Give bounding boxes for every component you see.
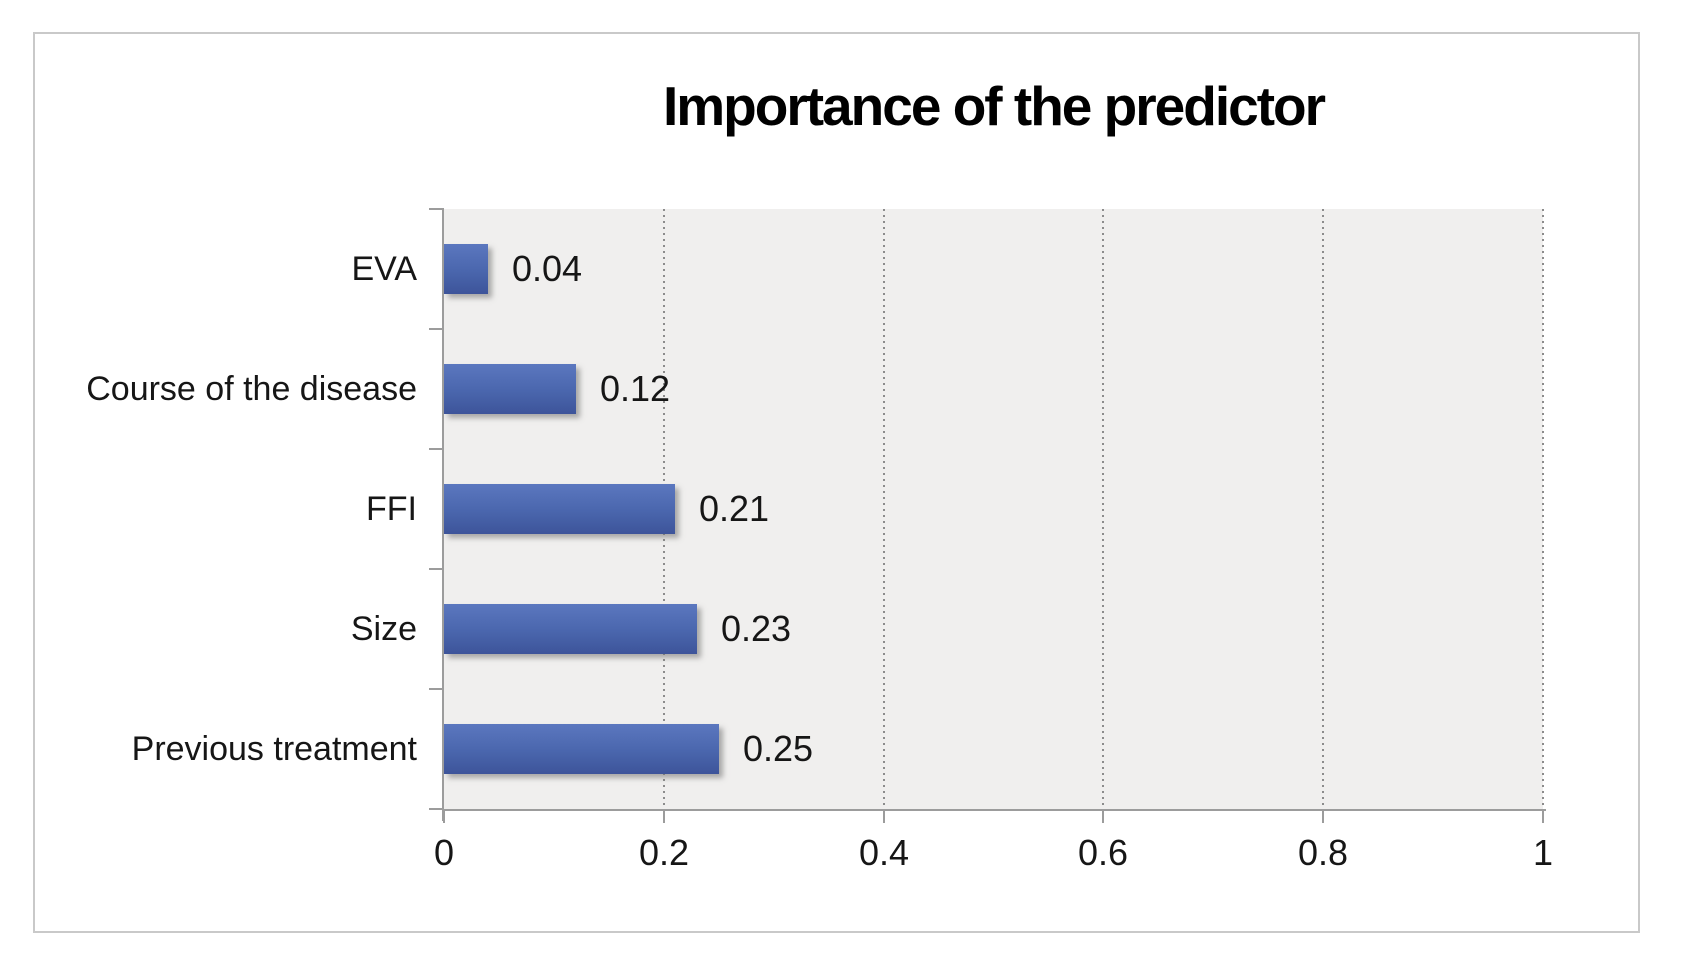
x-axis-tick <box>1102 811 1104 823</box>
x-axis-tick <box>443 811 445 823</box>
category-tick <box>429 328 444 330</box>
plot-area: 0.04 0.12 0.21 0.23 0.25 <box>444 209 1544 809</box>
gridline <box>1322 209 1324 809</box>
category-tick <box>429 448 444 450</box>
bar-value-label: 0.04 <box>512 248 583 289</box>
x-axis-tick <box>663 811 665 823</box>
bar-row: 0.25 <box>444 689 1543 809</box>
x-axis-tick-label: 0 <box>433 832 455 873</box>
gridline <box>1542 209 1544 809</box>
gridline <box>1102 209 1104 809</box>
x-axis-tick <box>883 811 885 823</box>
bar-size <box>444 604 697 654</box>
x-axis-tick-label: 0.4 <box>858 832 910 873</box>
bar-value-label: 0.25 <box>743 728 814 769</box>
y-axis-line <box>442 209 444 821</box>
bar-eva <box>444 244 488 294</box>
chart-frame: Importance of the predictor 0.04 0.12 0.21… <box>33 32 1640 933</box>
bar-row: 0.23 <box>444 569 1543 689</box>
category-tick <box>429 568 444 570</box>
category-label: FFI <box>366 489 417 528</box>
bar-course-of-the-disease <box>444 364 576 414</box>
category-tick <box>429 688 444 690</box>
gridline <box>883 209 885 809</box>
x-axis-tick-label: 0.2 <box>638 832 690 873</box>
x-axis-tick-label: 0.6 <box>1077 832 1129 873</box>
category-label: Size <box>350 609 417 648</box>
bar-row: 0.12 <box>444 329 1543 449</box>
chart-title: Importance of the predictor <box>662 75 1326 137</box>
x-axis-tick <box>1542 811 1544 823</box>
category-label: Previous treatment <box>131 729 417 768</box>
x-axis-tick-label: 0.8 <box>1297 832 1349 873</box>
x-axis-line <box>442 809 1546 811</box>
category-tick <box>429 808 444 810</box>
category-label: Course of the disease <box>86 369 417 408</box>
bar-value-label: 0.23 <box>721 608 792 649</box>
bar-row: 0.21 <box>444 449 1543 569</box>
bar-value-label: 0.21 <box>699 488 770 529</box>
bar-previous-treatment <box>444 724 719 774</box>
bar-value-label: 0.12 <box>600 368 671 409</box>
x-axis-tick <box>1322 811 1324 823</box>
category-tick <box>429 208 444 210</box>
bar-ffi <box>444 484 675 534</box>
category-label: EVA <box>351 249 417 288</box>
x-axis-tick-label: 1 <box>1532 832 1554 873</box>
bar-row: 0.04 <box>444 209 1543 329</box>
